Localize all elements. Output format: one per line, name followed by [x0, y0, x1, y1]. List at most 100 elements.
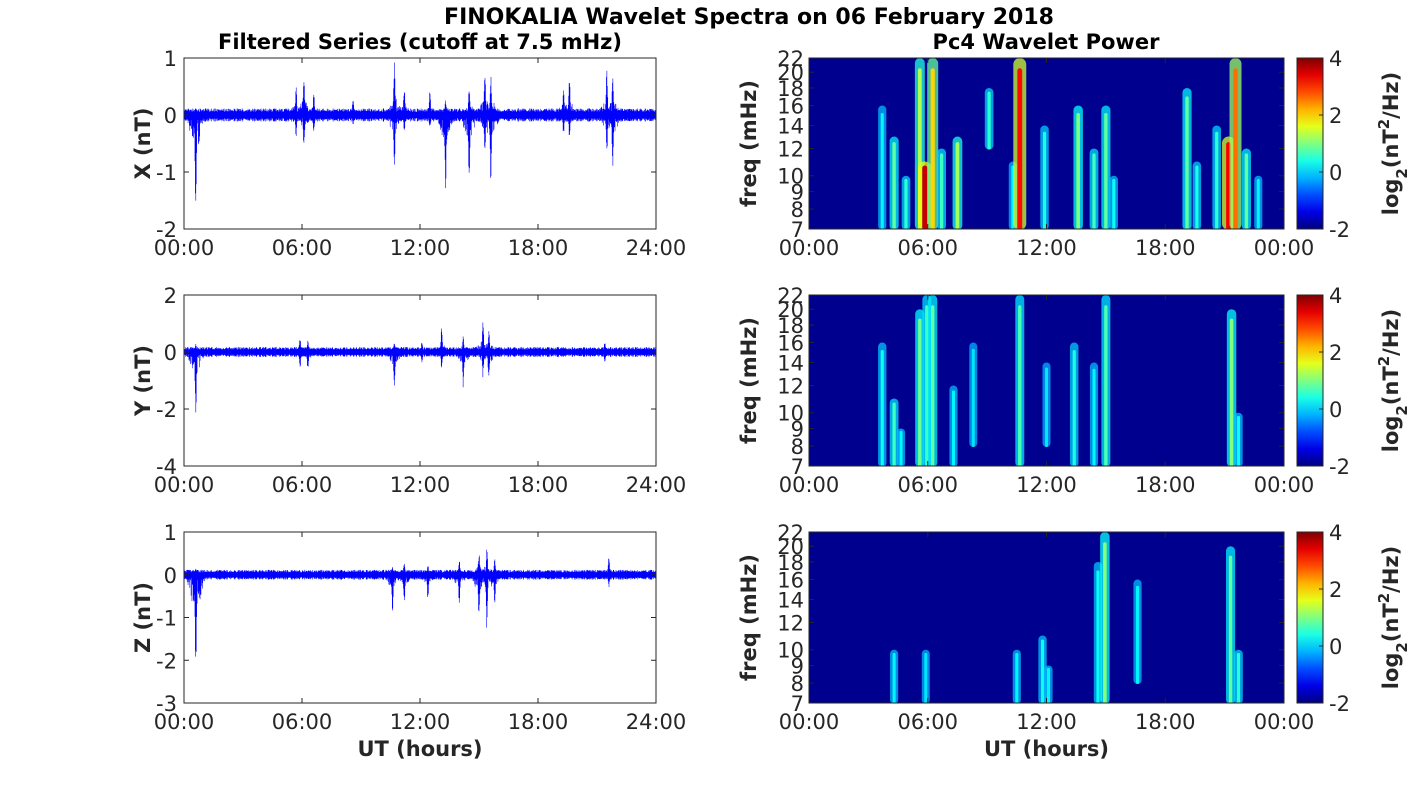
x-tick-label: 06:00	[897, 236, 958, 260]
spectrogram-xlabel: UT (hours)	[984, 737, 1109, 761]
y-tick-label: -2	[156, 398, 177, 422]
x-tick-label: 18:00	[508, 710, 569, 734]
spectrogram-streak	[1244, 153, 1249, 229]
spectrogram-streaks	[878, 58, 1263, 229]
spectrogram-streaks	[890, 532, 1243, 703]
y-tick-label: 8	[791, 672, 804, 696]
spectrogram-streak	[1236, 652, 1241, 703]
spectrogram-streak	[880, 112, 884, 229]
y-tick-label: 20	[777, 535, 804, 559]
x-tick-label: 06:00	[272, 710, 333, 734]
spectrogram-streak	[1017, 68, 1023, 229]
colorbar-tick-label: 0	[1329, 398, 1342, 422]
spectrogram-streak	[987, 91, 991, 150]
y-tick-label: 9	[791, 180, 804, 204]
y-tick-label: 16	[777, 332, 804, 356]
figure-title: FINOKALIA Wavelet Spectra on 06 February…	[444, 5, 1054, 30]
x-tick-label: 00:00	[779, 236, 840, 260]
x-tick-label: 18:00	[508, 473, 569, 497]
y-tick-label: 1	[164, 47, 177, 71]
spectrogram-streak	[892, 142, 896, 229]
x-tick-label: 00:00	[779, 710, 840, 734]
x-tick-label: 18:00	[1135, 236, 1196, 260]
spectrogram-streak	[1046, 667, 1051, 703]
y-tick-label: 20	[777, 298, 804, 322]
series-panel-x: 1 0 -1 -200:00 06:00 12:00 18:00 24:00 X (nT)	[131, 47, 686, 260]
y-tick-label: 22	[777, 521, 804, 545]
spectrogram-streak	[1229, 318, 1234, 466]
y-tick-label: -1	[156, 161, 177, 185]
spectrogram-streak	[1096, 570, 1100, 703]
spectrogram-streak	[1072, 349, 1076, 466]
spectrogram-streak	[1256, 178, 1260, 229]
y-tick-label: 20	[777, 61, 804, 85]
colorbar-label: log2(nT2/Hz)	[1375, 546, 1411, 690]
spectrogram-streak	[1228, 555, 1233, 703]
colorbar-tick-label: 0	[1329, 635, 1342, 659]
y-tick-label: 18	[777, 77, 804, 101]
y-tick-label: -4	[156, 455, 177, 479]
colorbar-tick-label: 4	[1329, 47, 1342, 71]
spectrogram-streak	[880, 349, 884, 466]
series-ylabel: X (nT)	[131, 108, 155, 180]
x-tick-label: 00:00	[1254, 710, 1315, 734]
y-tick-label: 22	[777, 284, 804, 308]
spectrogram-streak	[971, 348, 975, 448]
y-tick-label: 2	[164, 284, 177, 308]
y-tick-label: 8	[791, 198, 804, 222]
spectrogram-streak	[1018, 305, 1022, 466]
y-tick-label: 9	[791, 417, 804, 441]
spectrogram-streak	[930, 305, 935, 466]
spectrogram-streak	[955, 142, 960, 229]
y-tick-label: 0	[164, 564, 177, 588]
spectrogram-ylabel: freq (mHz)	[737, 317, 761, 444]
x-tick-label: 00:00	[1254, 236, 1315, 260]
colorbar-tick-label: 2	[1329, 341, 1342, 365]
y-tick-label: -2	[156, 649, 177, 673]
x-tick-label: 18:00	[508, 236, 569, 260]
spectrogram-streak	[1092, 368, 1096, 466]
y-tick-label: 16	[777, 95, 804, 119]
colorbar-label: log2(nT2/Hz)	[1375, 72, 1411, 216]
spectrogram-streak	[1136, 585, 1140, 685]
spectrogram-streak	[1185, 96, 1189, 229]
spectrogram-streak	[939, 153, 944, 229]
left-column-title: Filtered Series (cutoff at 7.5 mHz)	[218, 30, 622, 54]
x-tick-label: 24:00	[626, 236, 687, 260]
y-tick-label: 10	[777, 639, 804, 663]
spectrogram-streak	[1103, 542, 1107, 703]
y-tick-label: 12	[777, 375, 804, 399]
x-tick-label: 18:00	[1135, 710, 1196, 734]
y-tick-label: 18	[777, 551, 804, 575]
series-axes-box	[183, 294, 657, 467]
x-tick-label: 06:00	[272, 473, 333, 497]
y-tick-label: 8	[791, 435, 804, 459]
spectrogram-streak	[924, 652, 928, 703]
x-tick-label: 12:00	[1016, 710, 1077, 734]
series-trace-x	[183, 62, 657, 201]
x-tick-label: 12:00	[390, 236, 451, 260]
colorbar-tick-label: 4	[1329, 521, 1342, 545]
spectrogram-streak	[918, 318, 922, 466]
series-ylabel: Y (nT)	[131, 345, 155, 417]
spectrogram-ylabel: freq (mHz)	[737, 80, 761, 207]
spectrogram-streak	[892, 402, 896, 466]
y-tick-label: 10	[777, 402, 804, 426]
colorbar	[1296, 57, 1324, 230]
y-tick-label: 14	[777, 351, 804, 375]
spectrogram-streak	[1236, 415, 1241, 466]
right-column-title: Pc4 Wavelet Power	[933, 30, 1161, 54]
y-tick-label: -3	[156, 692, 177, 716]
y-tick-label: 7	[791, 218, 804, 242]
colorbar-tick-label: 0	[1329, 161, 1342, 185]
x-tick-label: 00:00	[779, 473, 840, 497]
y-tick-label: 12	[777, 138, 804, 162]
x-tick-label: 24:00	[626, 710, 687, 734]
y-tick-label: 16	[777, 569, 804, 593]
spectrogram-streak	[1015, 652, 1019, 703]
series-trace-y	[183, 322, 657, 413]
y-tick-label: 1	[164, 521, 177, 545]
series-axes-box	[183, 57, 657, 230]
spectrogram-streak	[1233, 68, 1238, 229]
